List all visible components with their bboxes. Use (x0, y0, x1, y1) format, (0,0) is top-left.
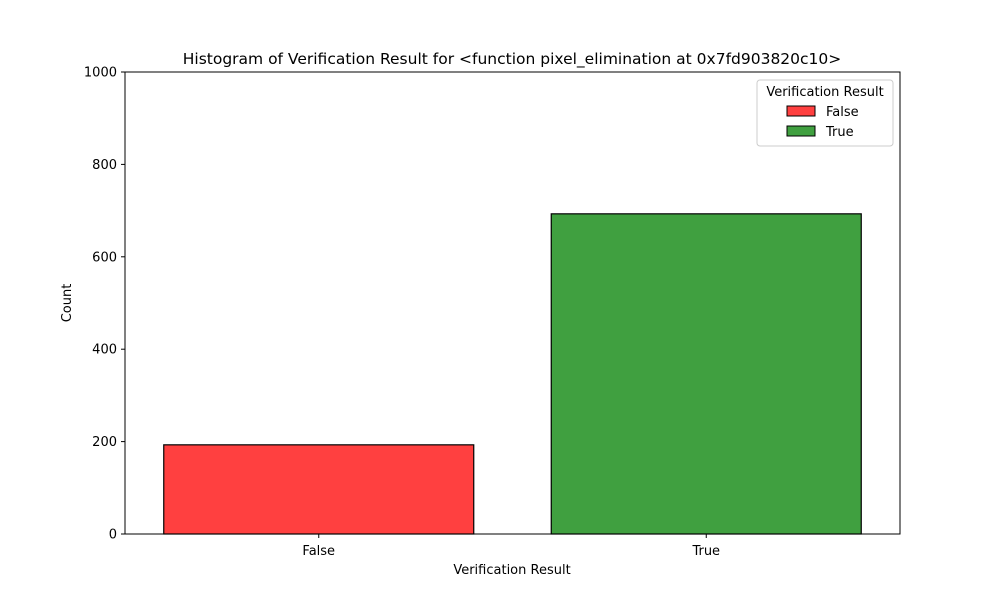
y-tick-label: 800 (92, 158, 117, 173)
plot-area: False True 0 200 400 600 800 1000 (84, 66, 901, 559)
y-tick-label: 400 (92, 343, 117, 358)
chart-title: Histogram of Verification Result for <fu… (183, 50, 842, 69)
legend-title: Verification Result (766, 85, 883, 100)
legend-entries: False True (786, 105, 859, 140)
x-tick-label: True (691, 544, 720, 559)
x-tick-label: False (302, 544, 335, 559)
y-tick-label: 600 (92, 250, 117, 265)
x-axis-label: Verification Result (453, 563, 570, 578)
y-axis-label: Count (60, 284, 75, 323)
y-tick-label: 200 (92, 435, 117, 450)
legend-label-true: True (825, 125, 854, 140)
legend-swatch-true (786, 125, 816, 137)
y-tick-label: 1000 (84, 66, 117, 81)
bar-false (163, 444, 475, 535)
bar-true (550, 213, 862, 535)
legend-label-false: False (826, 105, 859, 120)
legend-swatch-false (786, 105, 816, 117)
y-tick-label: 0 (109, 528, 117, 543)
legend: Verification Result False True (756, 79, 894, 147)
plot-frame (124, 71, 901, 535)
